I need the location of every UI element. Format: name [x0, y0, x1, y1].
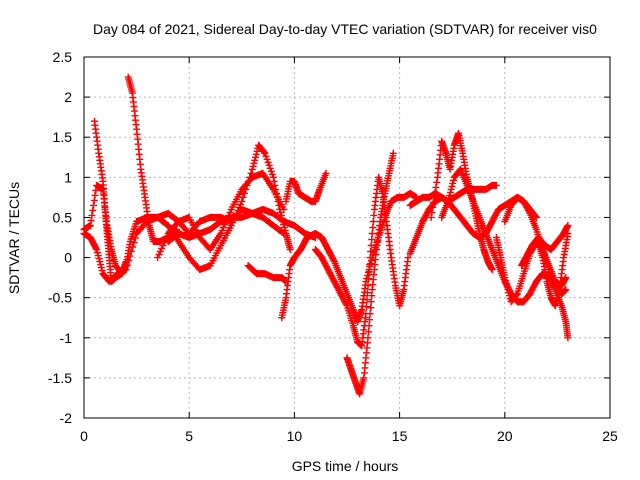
data-marks: [80, 73, 572, 398]
y-tick-label: 1: [64, 169, 72, 185]
marker-plus-sat-i: [282, 169, 330, 205]
y-tick-label: 0: [64, 250, 72, 266]
x-tick-label: 25: [602, 428, 618, 444]
marker-plus-sat-h: [278, 189, 420, 326]
series-sat-i: [282, 169, 330, 205]
series-sat-f: [164, 205, 319, 245]
marker-plus-sat-g: [244, 262, 290, 286]
y-tick-label: -0.5: [48, 290, 72, 306]
marker-plus-sat-j: [311, 173, 412, 350]
x-tick-label: 10: [287, 428, 303, 444]
y-tick-label: 1.5: [53, 129, 73, 145]
y-tick-label: -2: [60, 410, 73, 426]
x-tick-label: 5: [185, 428, 193, 444]
marker-plus-sat-s: [518, 222, 572, 270]
axes: 0 5 10 15 20 25 2.5 2 1.5 1 0.5 0 -0.5 -1 -1.5 -2: [48, 49, 618, 444]
series-sat-h: [278, 189, 420, 326]
y-tick-label: 2.5: [53, 49, 73, 65]
x-tick-label: 15: [392, 428, 408, 444]
series-sat-j: [311, 173, 412, 350]
x-tick-label: 0: [80, 428, 88, 444]
series-sat-s: [518, 222, 572, 270]
marker-plus-sat-c: [124, 73, 181, 245]
marker-plus-sat-k: [343, 149, 397, 398]
plot-frame: [83, 56, 611, 419]
chart-title: Day 084 of 2021, Sidereal Day-to-day VTE…: [93, 21, 597, 37]
series-sat-a: [80, 181, 288, 278]
y-tick-label: 2: [64, 89, 72, 105]
y-axis-label: SDTVAR / TECUs: [6, 182, 22, 294]
series-sat-c: [124, 73, 181, 245]
series-sat-k: [343, 149, 397, 398]
y-tick-label: 0.5: [53, 209, 73, 225]
x-axis-label: GPS time / hours: [292, 458, 399, 474]
x-tick-label: 20: [497, 428, 513, 444]
y-tick-label: -1.5: [48, 370, 72, 386]
marker-plus-sat-a: [80, 181, 288, 278]
y-tick-label: -1: [60, 330, 73, 346]
marker-plus-sat-f: [164, 205, 319, 245]
series-sat-g: [244, 262, 290, 286]
